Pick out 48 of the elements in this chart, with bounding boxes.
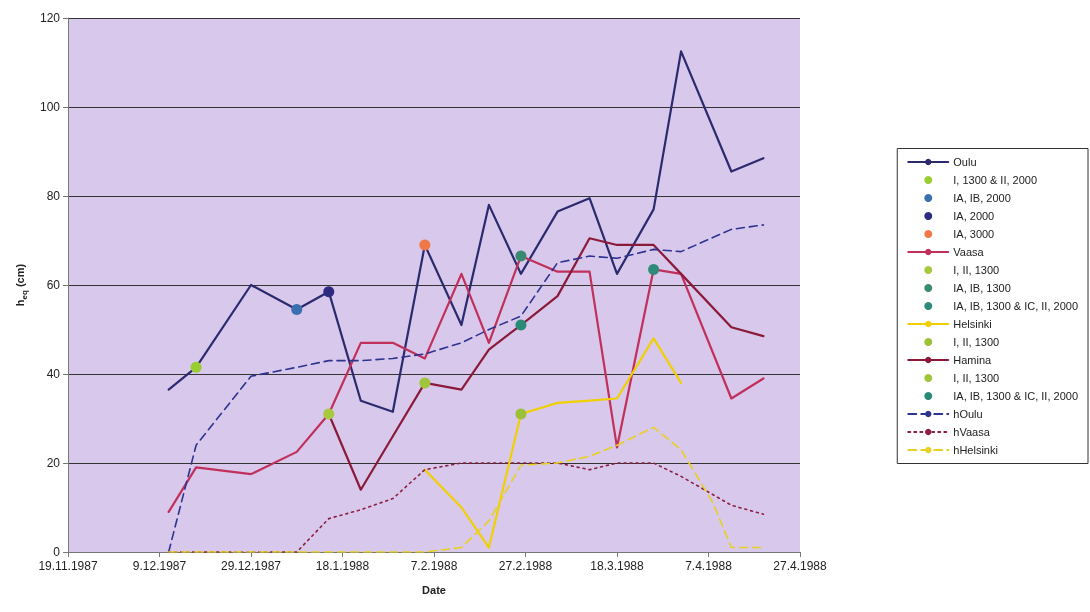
line-series <box>167 50 765 413</box>
x-tick-label: 19.11.1987 <box>38 559 98 573</box>
x-tick-label: 9.12.1987 <box>132 559 187 573</box>
legend-label: hOulu <box>953 408 983 420</box>
point <box>419 239 431 251</box>
legend-label: Hamina <box>953 354 993 366</box>
line-series <box>423 337 683 549</box>
y-tick-label: 20 <box>46 456 61 470</box>
y-tick-label: 80 <box>46 189 61 203</box>
legend-label: IA, 2000 <box>953 210 995 222</box>
y-tick-label: 40 <box>46 367 61 381</box>
x-tick-label: 7.4.1988 <box>685 559 733 573</box>
point <box>419 377 431 389</box>
legend-label: Vaasa <box>953 246 985 258</box>
legend-label: hHelsinki <box>953 444 998 456</box>
x-axis-title: Date <box>422 583 446 596</box>
x-tick-label: 18.3.1988 <box>590 559 645 573</box>
legend-label: IA, IB, 1300 & IC, II, 2000 <box>953 300 1079 312</box>
point <box>515 319 527 331</box>
legend-label: IA, IB, 1300 & IC, II, 2000 <box>953 390 1079 402</box>
point <box>648 263 660 275</box>
x-tick-label: 7.2.1988 <box>410 559 458 573</box>
legend-label: Oulu <box>953 156 977 168</box>
line-series <box>167 224 765 553</box>
legend-label: I, II, 1300 <box>953 372 1000 384</box>
x-tick-label: 27.4.1988 <box>773 559 828 573</box>
legend-label: Helsinki <box>953 318 992 330</box>
x-tick-label: 18.1.1988 <box>315 559 370 573</box>
legend-label: hVaasa <box>953 426 991 438</box>
point <box>515 250 527 262</box>
point <box>323 286 335 298</box>
legend-label: I, 1300 & II, 2000 <box>953 174 1038 186</box>
legend-label: I, II, 1300 <box>953 264 1000 276</box>
legend-label: IA, IB, 1300 <box>953 282 1011 294</box>
legend-label: IA, IB, 2000 <box>953 192 1011 204</box>
x-tick-label: 27.2.1988 <box>498 559 553 573</box>
legend-label: IA, 3000 <box>953 228 995 240</box>
y-tick-label: 120 <box>39 11 61 25</box>
x-tick-label: 29.12.1987 <box>220 559 282 573</box>
legend-label: I, II, 1300 <box>953 336 1000 348</box>
y-tick-label: 60 <box>46 278 61 292</box>
point <box>291 303 303 315</box>
point <box>515 408 527 420</box>
y-axis-title: heq (cm) <box>14 263 29 307</box>
point <box>323 408 335 420</box>
y-tick-label: 0 <box>53 545 61 559</box>
y-tick-label: 100 <box>39 100 61 114</box>
point <box>190 361 202 373</box>
